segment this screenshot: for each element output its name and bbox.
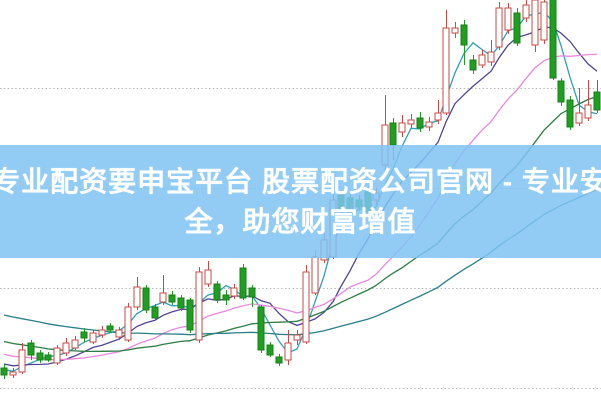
candle-down: [566, 99, 574, 128]
candle-down: [257, 306, 265, 351]
candle-up: [293, 334, 301, 341]
candle-down: [151, 306, 159, 319]
candle-up: [302, 271, 310, 343]
candle-up: [195, 271, 203, 341]
banner-text-line-1: 专业配资要申宝平台 股票配资公司官网 - 专业安: [0, 165, 601, 197]
candle-up: [584, 104, 592, 119]
candle-up: [71, 339, 79, 349]
candle-up: [204, 269, 212, 285]
candle-up: [540, 1, 548, 41]
candle-down: [416, 117, 424, 129]
candle-down: [557, 80, 565, 103]
candle-up: [230, 287, 238, 297]
candle-down: [239, 267, 247, 299]
candle-down: [266, 344, 274, 356]
candle-down: [460, 24, 468, 46]
ma-line-9: [3, 26, 598, 367]
candle-up: [442, 27, 450, 114]
candle-down: [168, 294, 176, 303]
candle-down: [177, 297, 185, 309]
candle-up: [62, 342, 70, 354]
banner-text-line-2: 全，助您财富增值: [184, 205, 417, 237]
candle-up: [159, 292, 167, 303]
candle-up: [478, 54, 486, 66]
ad-banner-overlay[interactable]: 专业配资要申宝平台 股票配资公司官网 - 专业安 全，助您财富增值: [0, 145, 601, 258]
candle-down: [469, 59, 477, 71]
ma-line-18: [3, 53, 598, 361]
candle-down: [593, 91, 601, 111]
candle-up: [451, 27, 459, 34]
candle-down: [0, 367, 8, 376]
candle-up: [115, 329, 123, 338]
candle-up: [407, 119, 415, 125]
candle-up: [53, 347, 61, 364]
candle-down: [248, 287, 256, 298]
candle-up: [495, 7, 503, 48]
candle-up: [434, 112, 442, 121]
candle-down: [549, 0, 557, 79]
candle-up: [9, 371, 17, 376]
candle-down: [142, 287, 150, 311]
candle-up: [284, 342, 292, 361]
candle-down: [389, 122, 397, 146]
candle-up: [575, 112, 583, 124]
candle-down: [80, 331, 88, 339]
candle-up: [425, 121, 433, 128]
candle-down: [106, 325, 114, 331]
candle-down: [27, 342, 35, 356]
candle-down: [222, 294, 230, 301]
candle-down: [275, 356, 283, 364]
candle-up: [98, 329, 106, 336]
candle-down: [186, 299, 194, 331]
candle-up: [311, 256, 319, 294]
candle-down: [44, 354, 52, 361]
candle-down: [213, 283, 221, 301]
candle-up: [18, 349, 26, 373]
candle-down: [36, 352, 44, 361]
candle-up: [124, 306, 132, 341]
candle-up: [504, 7, 512, 31]
candle-up: [398, 122, 406, 133]
candle-up: [487, 51, 495, 63]
candle-up: [89, 332, 97, 343]
candle-up: [133, 286, 141, 308]
candle-up: [531, 0, 539, 46]
candle-down: [513, 12, 521, 44]
candle-up: [522, 4, 530, 19]
